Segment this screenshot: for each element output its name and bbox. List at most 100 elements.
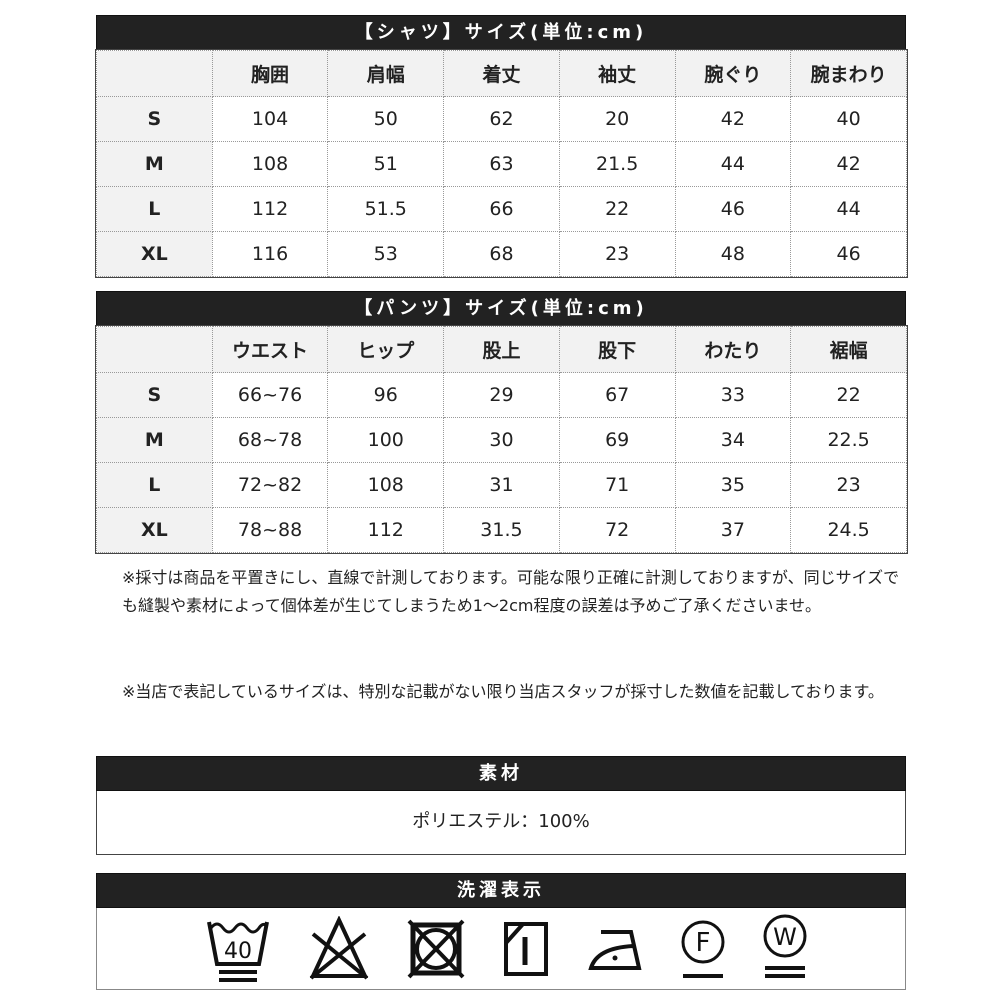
table-row: XL 78~88 112 31.5 72 37 24.5	[96, 507, 907, 553]
table-cell: 44	[674, 141, 792, 187]
column-header: 着丈	[443, 50, 560, 97]
table-cell: 33	[674, 372, 792, 418]
column-header: 股上	[443, 326, 560, 373]
table-cell: 35	[674, 462, 792, 508]
table-cell: 22.5	[790, 417, 907, 463]
table-cell: 104	[211, 96, 329, 142]
column-header: 裾幅	[790, 326, 907, 373]
table-cell: 22	[790, 372, 907, 418]
table-cell: 68~78	[211, 417, 329, 463]
table-cell: 78~88	[211, 507, 329, 553]
table-cell: 112	[211, 186, 329, 232]
table-cell: 44	[790, 186, 907, 232]
column-header: 袖丈	[558, 50, 676, 97]
no-bleach-icon	[309, 915, 369, 980]
column-header	[96, 50, 213, 97]
no-tumble-dry-icon	[407, 919, 465, 978]
table-cell: 42	[790, 141, 907, 187]
table-cell: 51	[327, 141, 445, 187]
table-cell: 31	[443, 462, 560, 508]
table-cell: 96	[327, 372, 445, 418]
column-header: わたり	[674, 326, 792, 373]
table-cell: 67	[558, 372, 676, 418]
measurement-note: ※採寸は商品を平置きにし、直線で計測しております。可能な限り正確に計測しておりま…	[122, 568, 900, 615]
column-header	[96, 326, 213, 373]
table-cell: 30	[443, 417, 560, 463]
care-box: 40 F W	[96, 908, 906, 990]
table-cell: 23	[558, 231, 676, 277]
table-cell: 112	[327, 507, 445, 553]
table-row: S 66~76 96 29 67 33 22	[96, 372, 907, 418]
table-cell: 37	[674, 507, 792, 553]
shade-drip-dry-icon	[504, 921, 548, 976]
table-cell: 34	[674, 417, 792, 463]
column-header: 股下	[558, 326, 676, 373]
material-value: ポリエステル：100%	[412, 811, 590, 832]
care-title: 洗濯表示	[96, 873, 906, 908]
header-row: ウエスト ヒップ 股上 股下 わたり 裾幅	[96, 326, 907, 373]
table-cell: 72	[558, 507, 676, 553]
pants-size-title: 【パンツ】サイズ(単位:cm)	[96, 291, 906, 326]
table-cell: 20	[558, 96, 676, 142]
column-header: ウエスト	[211, 326, 329, 373]
size-label: M	[96, 141, 213, 187]
size-label: L	[96, 186, 213, 232]
header-row: 胸囲 肩幅 着丈 袖丈 腕ぐり 腕まわり	[96, 50, 907, 97]
table-cell: 31.5	[443, 507, 560, 553]
wash-40-icon: 40	[207, 921, 269, 982]
shirt-size-table: 胸囲 肩幅 着丈 袖丈 腕ぐり 腕まわり S 104 50 62 20 42 40 M 108 51 63 21.…	[95, 49, 908, 278]
table-cell: 116	[211, 231, 329, 277]
table-cell: 68	[443, 231, 560, 277]
table-cell: 72~82	[211, 462, 329, 508]
table-cell: 42	[674, 96, 792, 142]
size-label: XL	[96, 231, 213, 277]
table-cell: 62	[443, 96, 560, 142]
table-row: S 104 50 62 20 42 40	[96, 96, 907, 142]
table-cell: 100	[327, 417, 445, 463]
dry-clean-f-icon: F	[681, 920, 725, 978]
table-row: M 68~78 100 30 69 34 22.5	[96, 417, 907, 463]
column-header: 腕まわり	[790, 50, 907, 97]
table-cell: 40	[790, 96, 907, 142]
iron-low-icon	[588, 929, 642, 970]
table-cell: 21.5	[558, 141, 676, 187]
table-cell: 24.5	[790, 507, 907, 553]
table-cell: 108	[211, 141, 329, 187]
table-row: L 72~82 108 31 71 35 23	[96, 462, 907, 508]
material-box: ポリエステル：100%	[96, 791, 906, 855]
column-header: ヒップ	[327, 326, 445, 373]
svg-text:40: 40	[224, 939, 252, 964]
table-row: L 112 51.5 66 22 46 44	[96, 186, 907, 232]
shirt-size-title: 【シャツ】サイズ(単位:cm)	[96, 15, 906, 50]
table-cell: 50	[327, 96, 445, 142]
pants-size-table: ウエスト ヒップ 股上 股下 わたり 裾幅 S 66~76 96 29 67 33 22 M 68~78 10…	[95, 325, 908, 554]
table-row: M 108 51 63 21.5 44 42	[96, 141, 907, 187]
table-cell: 71	[558, 462, 676, 508]
wet-clean-w-icon: W	[763, 914, 807, 978]
table-cell: 22	[558, 186, 676, 232]
size-label: L	[96, 462, 213, 508]
table-cell: 48	[674, 231, 792, 277]
column-header: 胸囲	[211, 50, 329, 97]
svg-text:W: W	[773, 923, 797, 951]
table-cell: 53	[327, 231, 445, 277]
table-cell: 66	[443, 186, 560, 232]
size-note: ※当店で表記しているサイズは、特別な記載がない限り当店スタッフが採寸した数値を記…	[122, 682, 884, 701]
table-row: XL 116 53 68 23 48 46	[96, 231, 907, 277]
column-header: 腕ぐり	[674, 50, 792, 97]
table-cell: 63	[443, 141, 560, 187]
table-cell: 23	[790, 462, 907, 508]
column-header: 肩幅	[327, 50, 445, 97]
size-label: S	[96, 372, 213, 418]
size-label: XL	[96, 507, 213, 553]
table-cell: 46	[674, 186, 792, 232]
table-cell: 69	[558, 417, 676, 463]
table-cell: 51.5	[327, 186, 445, 232]
svg-text:F: F	[696, 928, 711, 958]
table-cell: 46	[790, 231, 907, 277]
table-cell: 66~76	[211, 372, 329, 418]
size-label: M	[96, 417, 213, 463]
size-label: S	[96, 96, 213, 142]
table-cell: 29	[443, 372, 560, 418]
material-title: 素材	[96, 756, 906, 791]
